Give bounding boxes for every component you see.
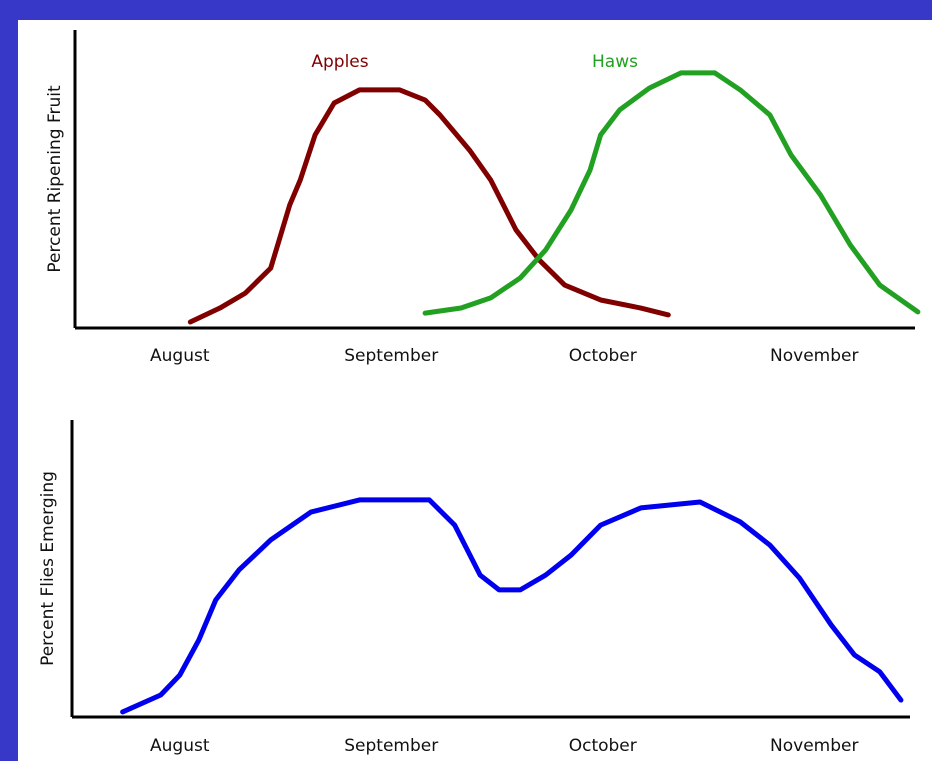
panel [18,20,932,761]
series-label: Apples [311,52,368,72]
y-axis-label: Percent Flies Emerging [38,471,58,666]
x-tick-label: October [569,736,637,756]
curve [120,497,904,715]
x-tick-label: August [150,736,210,756]
x-tick-label: October [569,346,637,366]
x-tick-label: November [770,346,858,366]
curve [187,87,671,325]
x-tick-label: November [770,736,858,756]
series-label: Haws [592,52,638,72]
curve [422,70,921,316]
x-tick-label: September [344,346,438,366]
y-axis-label: Percent Ripening Fruit [45,85,65,273]
x-tick-label: September [344,736,438,756]
x-tick-label: August [150,346,210,366]
